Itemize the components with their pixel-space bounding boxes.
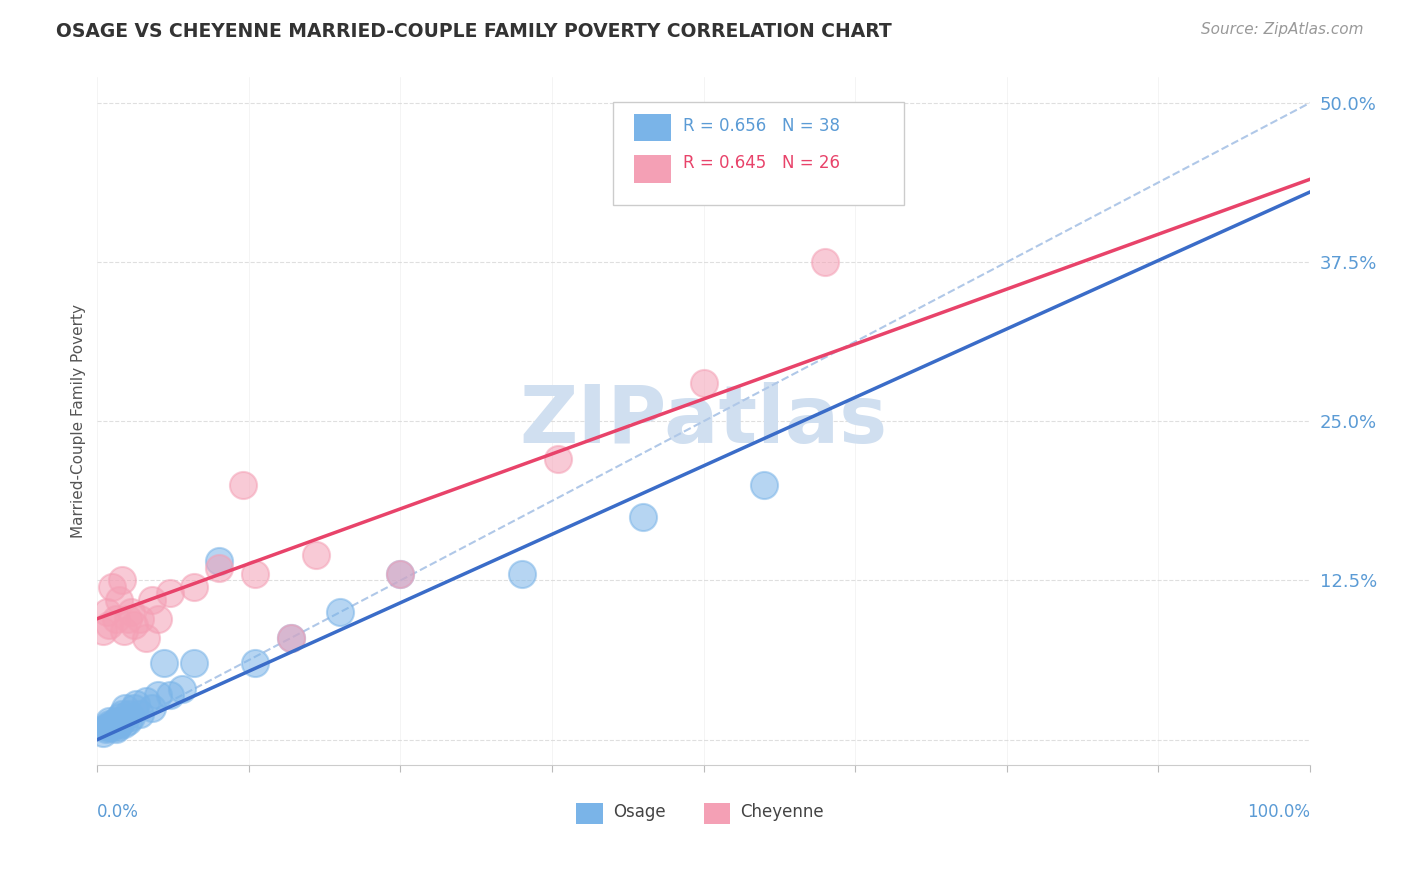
Point bbox=[135, 694, 157, 708]
Point bbox=[117, 612, 139, 626]
Point bbox=[112, 717, 135, 731]
Point bbox=[159, 688, 181, 702]
Point bbox=[93, 624, 115, 639]
Point bbox=[98, 714, 121, 728]
FancyBboxPatch shape bbox=[634, 155, 671, 183]
Point bbox=[120, 605, 142, 619]
Point bbox=[117, 707, 139, 722]
Text: Cheyenne: Cheyenne bbox=[740, 803, 824, 821]
Point bbox=[183, 657, 205, 671]
Text: 0.0%: 0.0% bbox=[97, 803, 139, 821]
Point bbox=[114, 700, 136, 714]
Point bbox=[104, 612, 127, 626]
Point bbox=[243, 657, 266, 671]
Point bbox=[207, 560, 229, 574]
Point bbox=[172, 681, 194, 696]
Point bbox=[112, 624, 135, 639]
Text: 100.0%: 100.0% bbox=[1247, 803, 1310, 821]
Point bbox=[153, 657, 176, 671]
Text: Source: ZipAtlas.com: Source: ZipAtlas.com bbox=[1201, 22, 1364, 37]
Point bbox=[94, 723, 117, 737]
FancyBboxPatch shape bbox=[703, 803, 730, 823]
Point bbox=[207, 554, 229, 568]
Point bbox=[101, 720, 124, 734]
Text: ZIPatlas: ZIPatlas bbox=[519, 383, 887, 460]
Text: Osage: Osage bbox=[613, 803, 665, 821]
Point bbox=[389, 567, 412, 582]
Point bbox=[108, 592, 131, 607]
Point bbox=[128, 707, 150, 722]
Point bbox=[304, 548, 326, 562]
Point bbox=[97, 720, 120, 734]
Point bbox=[389, 567, 412, 582]
Point bbox=[104, 714, 127, 728]
Point bbox=[110, 574, 132, 588]
FancyBboxPatch shape bbox=[576, 803, 603, 823]
Point bbox=[122, 700, 145, 714]
Text: OSAGE VS CHEYENNE MARRIED-COUPLE FAMILY POVERTY CORRELATION CHART: OSAGE VS CHEYENNE MARRIED-COUPLE FAMILY … bbox=[56, 22, 891, 41]
Point bbox=[93, 726, 115, 740]
Point bbox=[98, 618, 121, 632]
Point bbox=[141, 592, 163, 607]
Point bbox=[110, 709, 132, 723]
Point bbox=[135, 631, 157, 645]
Point bbox=[146, 612, 169, 626]
Text: R = 0.645   N = 26: R = 0.645 N = 26 bbox=[683, 154, 839, 172]
Point bbox=[96, 720, 118, 734]
Point bbox=[128, 612, 150, 626]
Point bbox=[232, 478, 254, 492]
Point bbox=[98, 717, 121, 731]
Point bbox=[101, 717, 124, 731]
Point bbox=[101, 580, 124, 594]
Point bbox=[243, 567, 266, 582]
Point bbox=[108, 717, 131, 731]
Point bbox=[159, 586, 181, 600]
Text: R = 0.656   N = 38: R = 0.656 N = 38 bbox=[683, 117, 839, 135]
Point bbox=[110, 707, 132, 722]
Point bbox=[631, 509, 654, 524]
Point bbox=[105, 720, 128, 734]
Point bbox=[122, 618, 145, 632]
Point bbox=[814, 255, 837, 269]
Point bbox=[329, 605, 352, 619]
Point bbox=[117, 714, 139, 728]
FancyBboxPatch shape bbox=[613, 102, 904, 204]
Point bbox=[125, 697, 148, 711]
Point bbox=[104, 723, 127, 737]
Point bbox=[547, 452, 569, 467]
Point bbox=[120, 709, 142, 723]
Point bbox=[280, 631, 302, 645]
Point bbox=[141, 700, 163, 714]
Point bbox=[110, 714, 132, 728]
Point bbox=[510, 567, 533, 582]
Point bbox=[280, 631, 302, 645]
Point bbox=[754, 478, 776, 492]
Point bbox=[96, 605, 118, 619]
Point bbox=[146, 688, 169, 702]
Point bbox=[183, 580, 205, 594]
Y-axis label: Married-Couple Family Poverty: Married-Couple Family Poverty bbox=[72, 304, 86, 538]
Point bbox=[692, 376, 714, 390]
FancyBboxPatch shape bbox=[634, 114, 671, 142]
